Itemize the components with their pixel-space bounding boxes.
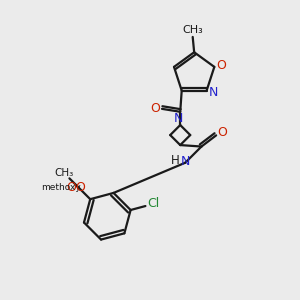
Text: O: O — [151, 102, 160, 115]
Text: O: O — [216, 59, 226, 72]
Text: CH₃: CH₃ — [55, 168, 74, 178]
Text: Cl: Cl — [147, 197, 160, 210]
Text: O: O — [75, 181, 85, 194]
Text: O: O — [217, 126, 227, 139]
Text: methoxy: methoxy — [41, 183, 81, 192]
Text: N: N — [180, 155, 190, 168]
Text: H: H — [171, 154, 179, 167]
Text: O: O — [66, 181, 76, 194]
Text: N: N — [208, 85, 218, 99]
Text: CH₃: CH₃ — [182, 26, 203, 35]
Text: N: N — [174, 112, 183, 125]
